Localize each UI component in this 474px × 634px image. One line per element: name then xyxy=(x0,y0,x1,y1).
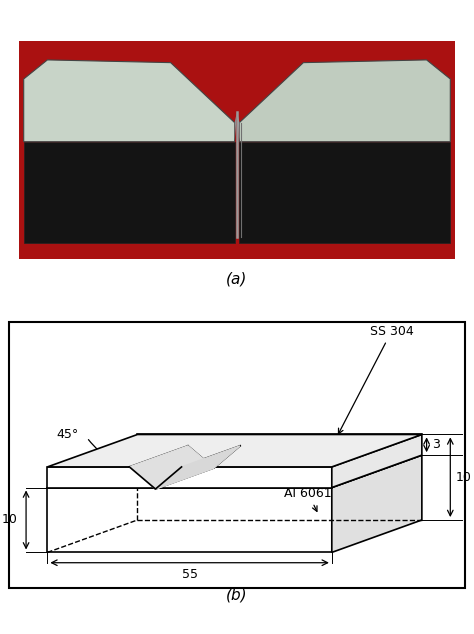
Text: Al 6061: Al 6061 xyxy=(284,487,332,512)
Polygon shape xyxy=(239,60,450,141)
Text: (a): (a) xyxy=(226,271,248,286)
Polygon shape xyxy=(237,112,239,141)
Polygon shape xyxy=(239,141,450,243)
Polygon shape xyxy=(47,434,422,467)
Text: 10: 10 xyxy=(2,514,18,526)
Polygon shape xyxy=(47,488,332,552)
Polygon shape xyxy=(235,112,237,141)
Polygon shape xyxy=(24,141,235,243)
Polygon shape xyxy=(129,446,214,489)
Polygon shape xyxy=(47,467,332,488)
Text: 3: 3 xyxy=(432,438,440,451)
Polygon shape xyxy=(332,455,422,552)
Polygon shape xyxy=(332,434,422,488)
Text: (b): (b) xyxy=(226,588,248,603)
Text: 2: 2 xyxy=(170,472,178,484)
Bar xyxy=(9,323,465,588)
Polygon shape xyxy=(155,446,240,489)
Polygon shape xyxy=(47,455,422,488)
Text: 55: 55 xyxy=(182,568,198,581)
Text: 10: 10 xyxy=(456,470,472,484)
Polygon shape xyxy=(19,41,455,259)
Text: 45°: 45° xyxy=(57,428,79,441)
Polygon shape xyxy=(24,60,235,141)
Text: SS 304: SS 304 xyxy=(338,325,413,434)
